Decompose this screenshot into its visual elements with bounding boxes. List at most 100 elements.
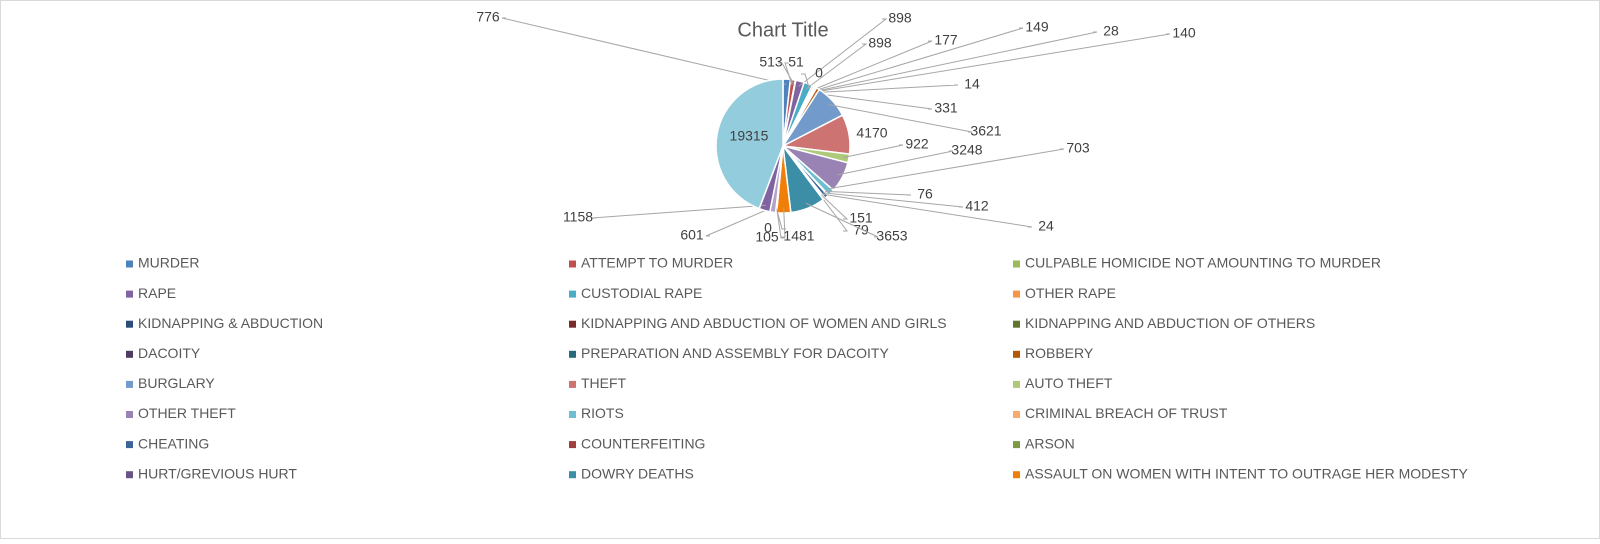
legend-label: CULPABLE HOMICIDE NOT AMOUNTING TO MURDE…	[1025, 255, 1381, 271]
legend-label: AUTO THEFT	[1025, 375, 1113, 391]
leader-line	[828, 103, 973, 133]
data-label: 4170	[856, 125, 887, 141]
legend-label: THEFT	[581, 375, 627, 391]
legend-swatch	[1013, 260, 1020, 268]
legend-swatch	[1013, 290, 1020, 298]
leader-line	[812, 31, 1098, 93]
leader-line	[801, 73, 811, 91]
data-label: 1481	[783, 228, 814, 244]
legend-label: BURGLARY	[138, 375, 215, 391]
legend-label: COUNTERFEITING	[581, 435, 705, 451]
data-label: 3248	[951, 142, 982, 158]
legend-swatch	[569, 411, 576, 418]
legend-swatch	[569, 380, 576, 388]
legend-swatch	[1013, 320, 1020, 328]
legend-swatch	[126, 441, 133, 449]
leader-line	[776, 207, 785, 239]
legend-swatch	[1013, 350, 1020, 358]
leader-line	[821, 193, 1033, 228]
data-label: 412	[965, 198, 989, 214]
legend-swatch	[126, 471, 133, 479]
data-label: 703	[1066, 140, 1090, 156]
leader-line	[811, 27, 1024, 93]
legend-swatch	[569, 350, 576, 358]
legend-swatch	[1013, 411, 1020, 418]
legend-label: KIDNAPPING & ABDUCTION	[138, 315, 323, 331]
legend-swatch	[569, 471, 576, 479]
legend-swatch	[126, 320, 133, 328]
leader-line	[805, 202, 879, 238]
data-label: 898	[868, 35, 892, 51]
leader-line	[805, 43, 868, 90]
data-label: 776	[476, 9, 500, 25]
legend-swatch	[1013, 441, 1020, 449]
leader-line	[820, 194, 849, 220]
legend-swatch	[569, 260, 576, 268]
legend-label: KIDNAPPING AND ABDUCTION OF OTHERS	[1025, 315, 1315, 331]
data-label: 331	[934, 100, 958, 116]
legend-label: DOWRY DEATHS	[581, 465, 694, 481]
legend-label: ARSON	[1025, 435, 1075, 451]
leader-line	[813, 84, 959, 94]
leader-line	[815, 92, 933, 110]
chart-title: Chart Title	[737, 19, 828, 41]
legend-swatch	[126, 260, 133, 268]
data-label: 898	[888, 10, 912, 26]
leader-line	[810, 40, 933, 92]
legend-label: MURDER	[138, 255, 199, 271]
legend-swatch	[1013, 380, 1020, 388]
leader-line	[813, 33, 1171, 93]
legend-label: CUSTODIAL RAPE	[581, 285, 702, 301]
legend-label: ATTEMPT TO MURDER	[581, 255, 733, 271]
leader-line	[501, 17, 787, 85]
legend-swatch	[126, 350, 133, 358]
legend-label: OTHER RAPE	[1025, 285, 1116, 301]
data-label: 140	[1172, 25, 1196, 41]
legend-swatch	[1013, 471, 1020, 479]
data-label: 177	[934, 32, 958, 48]
leader-line	[705, 206, 774, 237]
data-label: 151	[849, 210, 873, 226]
leader-line	[843, 144, 904, 158]
leader-line	[775, 207, 786, 230]
data-label: 1158	[563, 209, 593, 225]
legend-label: HURT/GREVIOUS HURT	[138, 465, 297, 481]
legend-label: OTHER THEFT	[138, 405, 236, 421]
data-label: 513	[759, 54, 783, 70]
legend-label: ASSAULT ON WOMEN WITH INTENT TO OUTRAGE …	[1025, 465, 1469, 481]
data-label: 28	[1103, 23, 1119, 39]
pie-slice	[715, 78, 784, 210]
data-label: 14	[964, 76, 980, 92]
leader-line	[837, 150, 954, 176]
legend-label: CRIMINAL BREACH OF TRUST	[1025, 405, 1228, 421]
data-label: 19315	[730, 128, 769, 144]
data-label: 51	[788, 54, 804, 70]
legend-swatch	[126, 380, 133, 388]
data-label: 149	[1025, 19, 1049, 35]
legend-label: DACOITY	[138, 345, 201, 361]
legend-swatch	[126, 411, 133, 418]
data-label: 922	[905, 136, 929, 152]
legend-swatch	[569, 290, 576, 298]
leader-line	[781, 207, 786, 238]
legend-label: CHEATING	[138, 435, 209, 451]
leader-line	[819, 194, 848, 232]
leader-line	[827, 148, 1065, 190]
legend-swatch	[569, 320, 576, 328]
data-label: 0	[815, 65, 823, 81]
data-label: 601	[680, 227, 704, 243]
data-label: 79	[853, 222, 869, 238]
leader-line	[778, 62, 796, 86]
data-label: 3653	[876, 228, 907, 244]
legend-swatch	[569, 441, 576, 449]
data-label: 3621	[970, 123, 1001, 139]
legend-label: RAPE	[138, 285, 176, 301]
legend-label: KIDNAPPING AND ABDUCTION OF WOMEN AND GI…	[581, 315, 947, 331]
legend-swatch	[126, 290, 133, 298]
data-label: 0	[764, 220, 772, 236]
legend-label: ROBBERY	[1025, 345, 1094, 361]
legend-label: RIOTS	[581, 405, 624, 421]
leader-line	[798, 18, 888, 87]
